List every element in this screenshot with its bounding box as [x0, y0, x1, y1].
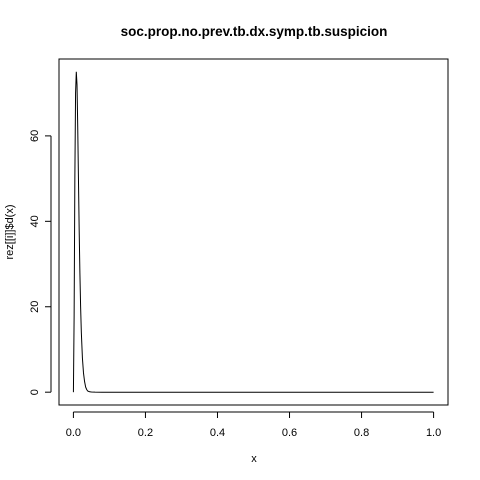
chart-title: soc.prop.no.prev.tb.dx.symp.tb.suspicion: [121, 24, 388, 39]
x-tick-label: 0.6: [282, 427, 297, 439]
x-tick-label: 0.0: [66, 427, 81, 439]
y-tick-label: 20: [29, 301, 41, 313]
x-tick-label: 0.2: [138, 427, 153, 439]
y-axis-label: rez[[i]]$d(x): [4, 204, 16, 259]
density-line: [72, 71, 434, 393]
y-tick-label: 0: [29, 389, 41, 395]
plot-frame: [58, 58, 449, 406]
x-tick-label: 0.4: [210, 427, 225, 439]
x-tick-label: 1.0: [426, 427, 441, 439]
y-axis: 0 20 40 60: [29, 130, 52, 395]
x-tick-label: 0.8: [354, 427, 369, 439]
y-tick-label: 60: [29, 130, 41, 142]
x-axis: 0.0 0.2 0.4 0.6 0.8 1.0: [66, 411, 441, 439]
y-tick-label: 40: [29, 215, 41, 227]
x-axis-label: x: [251, 453, 257, 465]
